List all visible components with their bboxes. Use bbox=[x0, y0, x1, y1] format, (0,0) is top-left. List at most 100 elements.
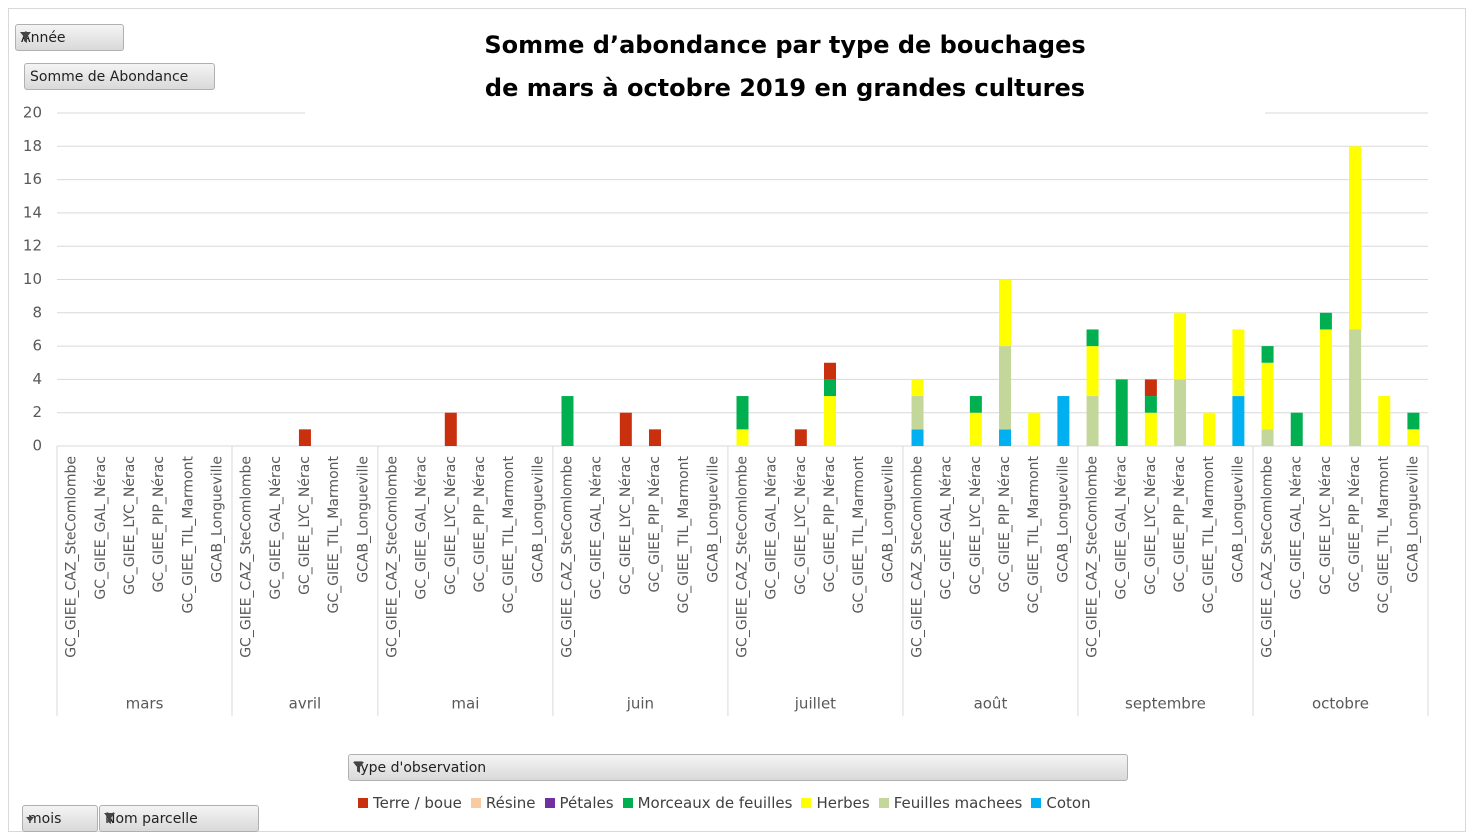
x-tick-label: GC_GIEE_PIP_Nérac bbox=[151, 456, 167, 592]
x-tick-label: GCAB_Longueville bbox=[530, 456, 546, 583]
bar-segment bbox=[736, 429, 749, 446]
x-tick-label: GC_GIEE_PIP_Nérac bbox=[822, 456, 838, 592]
bar-segment bbox=[824, 379, 837, 397]
x-tick-label: GC_GIEE_CAZ_SteComlombe bbox=[910, 456, 926, 658]
filter-icon bbox=[20, 32, 31, 43]
dropdown-icon bbox=[26, 817, 34, 822]
bar-segment bbox=[444, 412, 457, 446]
year-filter[interactable]: Année bbox=[15, 24, 124, 51]
bar-segment bbox=[1261, 346, 1274, 363]
bar-segment bbox=[1261, 429, 1274, 446]
bar-segment bbox=[1349, 329, 1362, 446]
bar-segment bbox=[1174, 379, 1187, 446]
y-tick-label: 0 bbox=[32, 437, 42, 455]
bar-segment bbox=[298, 429, 311, 446]
bar-segment bbox=[1290, 412, 1303, 446]
bar-segment bbox=[1086, 396, 1099, 446]
button-label: Nom parcelle bbox=[105, 811, 198, 827]
x-tick-label: GC_GIEE_PIP_Nérac bbox=[472, 456, 488, 592]
x-tick-label: GCAB_Longueville bbox=[705, 456, 721, 583]
x-tick-label: GC_GIEE_CAZ_SteComlombe bbox=[384, 456, 400, 658]
y-tick-label: 16 bbox=[23, 170, 42, 188]
y-tick-label: 10 bbox=[23, 270, 42, 288]
legend-item: Feuilles machees bbox=[878, 794, 1023, 812]
button-label: Type d'observation bbox=[354, 760, 487, 776]
legend-label: Feuilles machees bbox=[893, 794, 1023, 812]
bar-segment bbox=[824, 362, 837, 380]
x-tick-label: GC_GIEE_CAZ_SteComlombe bbox=[1260, 456, 1276, 658]
x-tick-label: GC_GIEE_CAZ_SteComlombe bbox=[239, 456, 255, 658]
x-tick-label: GC_GIEE_GAL_Nérac bbox=[414, 456, 430, 600]
legend-swatch bbox=[622, 798, 633, 808]
bar-segment bbox=[1407, 429, 1420, 446]
legend-label: Résine bbox=[485, 794, 536, 812]
chart-frame bbox=[8, 8, 1466, 832]
x-tick-label: GC_GIEE_TIL_Marmont bbox=[326, 455, 342, 613]
y-tick-label: 4 bbox=[32, 370, 42, 388]
button-label: mois bbox=[28, 811, 62, 827]
bar-segment bbox=[736, 396, 749, 430]
legend-swatch bbox=[544, 798, 555, 808]
x-tick-label: GC_GIEE_PIP_Nérac bbox=[1347, 456, 1363, 592]
bar-segment bbox=[1319, 329, 1332, 446]
x-tick-label: GC_GIEE_CAZ_SteComlombe bbox=[1085, 456, 1101, 658]
x-tick-label: GC_GIEE_TIL_Marmont bbox=[1026, 455, 1042, 613]
legend-swatch bbox=[470, 798, 481, 808]
bar-segment bbox=[1232, 396, 1245, 446]
x-tick-label: GC_GIEE_TIL_Marmont bbox=[1376, 455, 1392, 613]
bar-segment bbox=[1232, 329, 1245, 397]
bar-segment bbox=[1086, 346, 1099, 397]
x-tick-label: GC_GIEE_TIL_Marmont bbox=[851, 455, 867, 613]
x-tick-label: GC_GIEE_LYC_Nérac bbox=[122, 456, 138, 595]
bar-segment bbox=[561, 396, 574, 446]
value-field[interactable]: Somme de Abondance bbox=[24, 63, 215, 90]
bar-segment bbox=[1261, 362, 1274, 430]
legend-item: Terre / boue bbox=[358, 794, 462, 812]
bar-segment bbox=[1057, 396, 1070, 446]
bar-segment bbox=[648, 429, 661, 446]
bar-segment bbox=[1144, 396, 1157, 413]
x-tick-label: GC_GIEE_PIP_Nérac bbox=[1172, 456, 1188, 592]
group-label: mars bbox=[126, 695, 164, 713]
bar-segment bbox=[1086, 329, 1099, 347]
legend-item: Herbes bbox=[801, 794, 870, 812]
x-tick-label: GC_GIEE_GAL_Nérac bbox=[93, 456, 109, 600]
month-field[interactable]: mois bbox=[22, 805, 98, 832]
x-tick-label: GC_GIEE_TIL_Marmont bbox=[180, 455, 196, 613]
bar-segment bbox=[999, 279, 1012, 347]
group-label: juillet bbox=[794, 695, 836, 713]
bar-segment bbox=[1407, 412, 1420, 430]
x-tick-label: GC_GIEE_CAZ_SteComlombe bbox=[559, 456, 575, 658]
group-label: avril bbox=[289, 695, 322, 713]
x-tick-label: GC_GIEE_LYC_Nérac bbox=[1143, 456, 1159, 595]
x-tick-label: GC_GIEE_TIL_Marmont bbox=[501, 455, 517, 613]
x-tick-label: GC_GIEE_LYC_Nérac bbox=[618, 456, 634, 595]
bar-segment bbox=[911, 429, 924, 446]
y-tick-label: 8 bbox=[32, 303, 42, 321]
group-label: mai bbox=[451, 695, 479, 713]
bar-segment bbox=[619, 412, 632, 446]
bar-segment bbox=[1319, 312, 1332, 330]
legend-item: Pétales bbox=[544, 794, 614, 812]
title-background bbox=[305, 25, 1265, 120]
parcel-field[interactable]: Nom parcelle bbox=[99, 805, 259, 832]
bar-segment bbox=[794, 429, 807, 446]
legend-swatch bbox=[358, 798, 368, 808]
x-tick-label: GC_GIEE_PIP_Nérac bbox=[647, 456, 663, 592]
legend-item: Résine bbox=[470, 794, 536, 812]
x-tick-label: GC_GIEE_GAL_Nérac bbox=[1114, 456, 1130, 600]
y-tick-label: 2 bbox=[32, 403, 42, 421]
x-tick-label: GC_GIEE_GAL_Nérac bbox=[268, 456, 284, 600]
bar-segment bbox=[1378, 396, 1391, 446]
legend-filter[interactable]: Type d'observation bbox=[348, 754, 1128, 781]
legend-swatch bbox=[801, 798, 812, 808]
group-label: juin bbox=[626, 695, 654, 713]
x-tick-label: GCAB_Longueville bbox=[880, 456, 896, 583]
x-tick-label: GC_GIEE_TIL_Marmont bbox=[676, 455, 692, 613]
chart-title: Somme d’abondance par type de bouchages bbox=[484, 31, 1085, 59]
x-tick-label: GC_GIEE_TIL_Marmont bbox=[1201, 455, 1217, 613]
legend-swatch bbox=[878, 798, 889, 808]
bar-segment bbox=[1203, 412, 1216, 446]
x-tick-label: GC_GIEE_LYC_Nérac bbox=[793, 456, 809, 595]
